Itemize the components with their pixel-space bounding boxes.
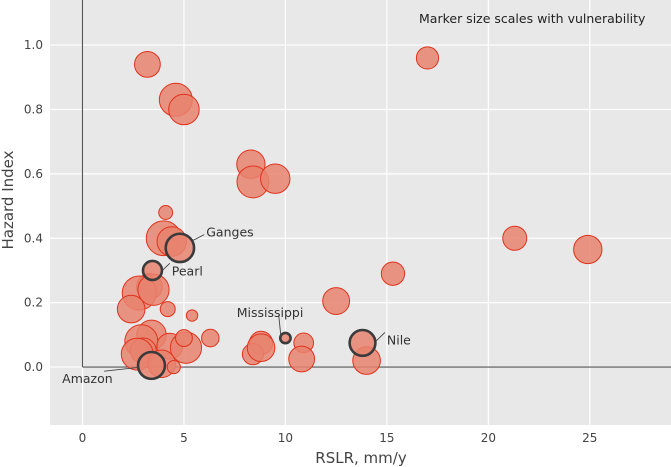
size-note: Marker size scales with vulnerability (419, 11, 646, 26)
highlight-point-pearl (141, 259, 164, 282)
y-tick-label: 0.4 (24, 231, 43, 245)
data-point (175, 329, 193, 347)
highlight-point-nile (348, 328, 377, 358)
data-point (116, 294, 146, 324)
data-point (502, 225, 528, 251)
x-tick-label: 25 (582, 431, 597, 445)
annotation-label-amazon: Amazon (62, 371, 113, 386)
annotation-leader-ganges (191, 234, 205, 242)
y-tick-label: 0.8 (24, 102, 43, 116)
annotation-leader-nile (375, 332, 386, 342)
data-point (159, 301, 176, 318)
y-tick-label: 0.0 (24, 360, 43, 374)
x-tick-label: 15 (379, 431, 394, 445)
data-point (573, 234, 603, 265)
y-tick-label: 0.6 (24, 167, 43, 181)
data-point (288, 345, 316, 373)
annotation-label-pearl: Pearl (172, 263, 203, 278)
data-point (260, 163, 291, 194)
highlight-point-amazon (136, 350, 167, 381)
highlighted-points: Ganges Pearl Mississippi Nile Amazon (62, 225, 411, 386)
annotation-label-ganges: Ganges (206, 225, 253, 240)
x-tick-label: 0 (79, 431, 87, 445)
x-tick-label: 10 (278, 431, 293, 445)
x-tick-label: 5 (180, 431, 188, 445)
x-tick-label: 20 (481, 431, 496, 445)
data-point (201, 328, 220, 348)
annotation-leader-mississippi (278, 315, 282, 336)
x-axis-label: RSLR, mm/y (315, 449, 407, 467)
data-point (246, 333, 276, 363)
data-point (415, 46, 440, 70)
data-point (322, 287, 351, 315)
tick-labels: 0 5 10 15 20 25 0.0 0.2 0.4 0.6 0.8 1.0 (24, 38, 598, 445)
y-axis-label: Hazard Index (0, 150, 17, 249)
data-point (168, 93, 200, 126)
data-point (166, 359, 181, 375)
highlight-point-ganges (164, 232, 196, 264)
annotation-label-nile: Nile (387, 333, 411, 348)
data-point (158, 205, 174, 220)
data-point (134, 50, 161, 78)
data-point (185, 309, 199, 322)
annotation-label-mississippi: Mississippi (237, 305, 304, 320)
annotation-leader-pearl (161, 262, 171, 272)
y-tick-label: 1.0 (24, 38, 43, 52)
y-tick-label: 0.2 (24, 296, 43, 310)
annotation-leader-amazon (104, 367, 139, 372)
data-point (380, 261, 406, 286)
highlight-point-mississippi (278, 331, 292, 345)
